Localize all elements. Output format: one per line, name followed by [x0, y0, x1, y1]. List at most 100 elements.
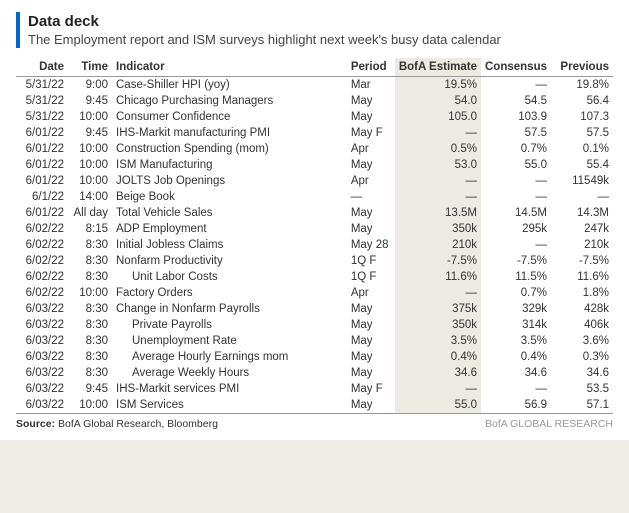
cell-date: 6/02/22 — [16, 253, 68, 269]
cell-period: May — [347, 93, 395, 109]
table-body: 5/31/229:00Case-Shiller HPI (yoy)Mar19.5… — [16, 77, 613, 414]
cell-period: May — [347, 221, 395, 237]
cell-consensus: 3.5% — [481, 333, 551, 349]
cell-time: 10:00 — [68, 157, 112, 173]
col-header-time: Time — [68, 58, 112, 77]
cell-date: 6/02/22 — [16, 269, 68, 285]
col-header-period: Period — [347, 58, 395, 77]
cell-consensus: 103.9 — [481, 109, 551, 125]
cell-estimate: 13.5M — [395, 205, 481, 221]
cell-estimate: — — [395, 189, 481, 205]
cell-date: 5/31/22 — [16, 77, 68, 94]
cell-period: May — [347, 157, 395, 173]
brand-text: BofA GLOBAL RESEARCH — [485, 418, 613, 430]
cell-period: May — [347, 301, 395, 317]
cell-estimate: -7.5% — [395, 253, 481, 269]
cell-consensus: — — [481, 77, 551, 94]
cell-date: 6/03/22 — [16, 381, 68, 397]
cell-estimate: 55.0 — [395, 397, 481, 414]
cell-estimate: — — [395, 381, 481, 397]
table-row: 6/01/2210:00Construction Spending (mom)A… — [16, 141, 613, 157]
cell-estimate: 350k — [395, 317, 481, 333]
col-header-estimate: BofA Estimate — [395, 58, 481, 77]
cell-period: May — [347, 365, 395, 381]
cell-indicator: Chicago Purchasing Managers — [112, 93, 347, 109]
cell-indicator: Case-Shiller HPI (yoy) — [112, 77, 347, 94]
cell-estimate: 3.5% — [395, 333, 481, 349]
table-row: 6/01/2210:00ISM ManufacturingMay53.055.0… — [16, 157, 613, 173]
data-table: Date Time Indicator Period BofA Estimate… — [16, 58, 613, 414]
cell-date: 5/31/22 — [16, 109, 68, 125]
cell-indicator: Average Hourly Earnings mom — [112, 349, 347, 365]
cell-time: 9:45 — [68, 93, 112, 109]
cell-previous: — — [551, 189, 613, 205]
cell-estimate: 105.0 — [395, 109, 481, 125]
cell-period: — — [347, 189, 395, 205]
cell-consensus: 0.4% — [481, 349, 551, 365]
table-row: 6/02/2210:00Factory OrdersApr—0.7%1.8% — [16, 285, 613, 301]
cell-period: Apr — [347, 173, 395, 189]
table-row: 6/03/228:30Average Weekly HoursMay34.634… — [16, 365, 613, 381]
table-row: 5/31/229:00Case-Shiller HPI (yoy)Mar19.5… — [16, 77, 613, 94]
cell-time: 8:30 — [68, 349, 112, 365]
cell-period: May — [347, 349, 395, 365]
source-line: Source: BofA Global Research, Bloomberg — [16, 418, 218, 430]
cell-time: 10:00 — [68, 109, 112, 125]
cell-indicator: Consumer Confidence — [112, 109, 347, 125]
cell-time: 10:00 — [68, 141, 112, 157]
cell-time: 8:30 — [68, 365, 112, 381]
cell-previous: 53.5 — [551, 381, 613, 397]
cell-date: 6/03/22 — [16, 317, 68, 333]
cell-consensus: 55.0 — [481, 157, 551, 173]
col-header-previous: Previous — [551, 58, 613, 77]
table-row: 6/02/228:30Unit Labor Costs1Q F11.6%11.5… — [16, 269, 613, 285]
cell-period: May F — [347, 125, 395, 141]
cell-previous: 247k — [551, 221, 613, 237]
cell-time: 8:30 — [68, 269, 112, 285]
table-row: 6/03/228:30Change in Nonfarm PayrollsMay… — [16, 301, 613, 317]
table-row: 6/03/229:45IHS-Markit services PMIMay F—… — [16, 381, 613, 397]
cell-indicator: ADP Employment — [112, 221, 347, 237]
cell-previous: 56.4 — [551, 93, 613, 109]
cell-consensus: 295k — [481, 221, 551, 237]
table-row: 6/01/2210:00JOLTS Job OpeningsApr——11549… — [16, 173, 613, 189]
header-block: Data deck The Employment report and ISM … — [16, 12, 613, 48]
data-deck-card: Data deck The Employment report and ISM … — [0, 0, 629, 440]
cell-previous: 11549k — [551, 173, 613, 189]
cell-period: Apr — [347, 285, 395, 301]
cell-indicator: Average Weekly Hours — [112, 365, 347, 381]
cell-period: 1Q F — [347, 269, 395, 285]
cell-estimate: — — [395, 285, 481, 301]
cell-period: May — [347, 205, 395, 221]
cell-estimate: 19.5% — [395, 77, 481, 94]
cell-previous: 0.3% — [551, 349, 613, 365]
cell-time: 9:45 — [68, 381, 112, 397]
footer: Source: BofA Global Research, Bloomberg … — [16, 418, 613, 430]
cell-date: 6/03/22 — [16, 397, 68, 414]
table-row: 6/02/228:30Nonfarm Productivity1Q F-7.5%… — [16, 253, 613, 269]
cell-previous: 34.6 — [551, 365, 613, 381]
cell-previous: 55.4 — [551, 157, 613, 173]
cell-indicator: Initial Jobless Claims — [112, 237, 347, 253]
cell-indicator: Factory Orders — [112, 285, 347, 301]
cell-estimate: 11.6% — [395, 269, 481, 285]
cell-consensus: — — [481, 173, 551, 189]
cell-consensus: 54.5 — [481, 93, 551, 109]
cell-estimate: 210k — [395, 237, 481, 253]
cell-period: May 28 — [347, 237, 395, 253]
cell-consensus: 0.7% — [481, 285, 551, 301]
cell-time: 8:30 — [68, 237, 112, 253]
cell-period: Apr — [347, 141, 395, 157]
cell-period: May — [347, 333, 395, 349]
cell-period: 1Q F — [347, 253, 395, 269]
table-row: 6/03/228:30Average Hourly Earnings momMa… — [16, 349, 613, 365]
cell-consensus: 314k — [481, 317, 551, 333]
cell-time: All day — [68, 205, 112, 221]
cell-indicator: Beige Book — [112, 189, 347, 205]
cell-previous: 1.8% — [551, 285, 613, 301]
page-title: Data deck — [28, 12, 613, 32]
page-subtitle: The Employment report and ISM surveys hi… — [28, 32, 613, 49]
cell-date: 6/02/22 — [16, 221, 68, 237]
cell-previous: 406k — [551, 317, 613, 333]
cell-consensus: 0.7% — [481, 141, 551, 157]
